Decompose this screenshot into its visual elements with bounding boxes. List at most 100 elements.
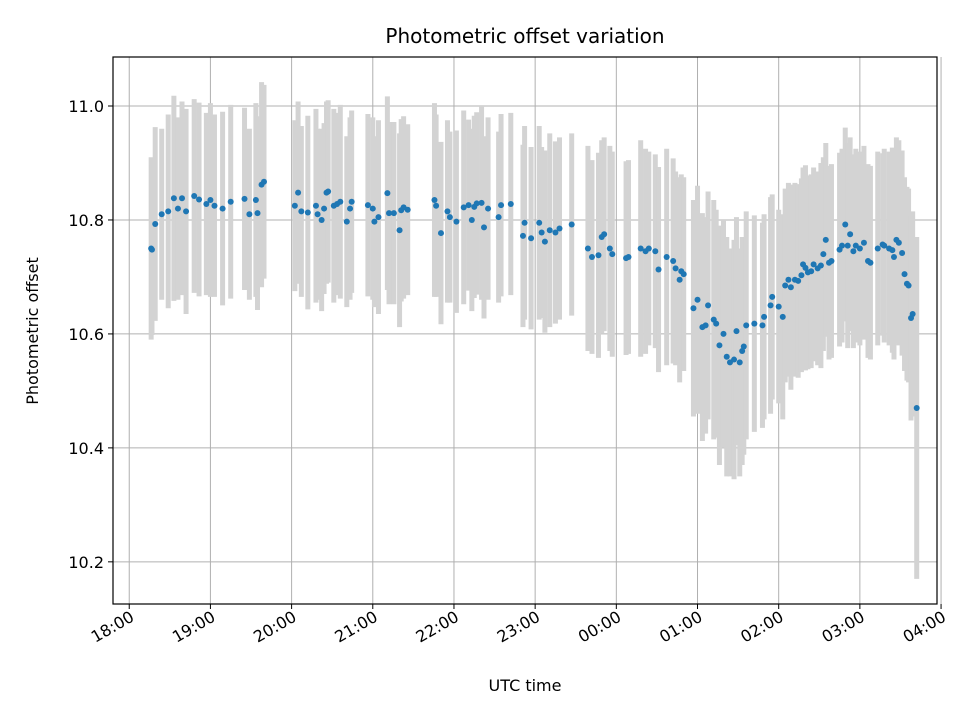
data-point: [817, 262, 824, 269]
data-point: [899, 250, 906, 257]
data-point: [844, 242, 851, 249]
data-point: [384, 190, 391, 197]
data-point: [808, 268, 815, 275]
data-point: [759, 322, 766, 329]
data-points: [148, 178, 920, 411]
y-axis-label: Photometric offset: [23, 257, 42, 405]
data-point: [720, 330, 727, 337]
y-tick-label: 11.0: [68, 97, 104, 116]
data-point: [375, 214, 382, 221]
data-point: [207, 197, 214, 204]
data-point: [211, 202, 218, 209]
data-point: [254, 210, 261, 217]
data-point: [538, 229, 545, 236]
data-point: [246, 211, 253, 218]
data-point: [850, 248, 857, 255]
data-point: [874, 245, 881, 252]
data-point: [609, 251, 616, 258]
data-point: [337, 198, 344, 205]
data-point: [881, 242, 888, 249]
data-point: [856, 245, 863, 252]
y-tick-label: 10.4: [68, 439, 104, 458]
data-point: [645, 245, 652, 252]
data-point: [909, 310, 916, 317]
data-point: [702, 322, 709, 329]
data-point: [606, 245, 613, 252]
y-tick-label: 10.2: [68, 553, 104, 572]
data-point: [779, 313, 786, 320]
data-point: [541, 238, 548, 245]
data-point: [901, 271, 908, 278]
data-point: [601, 231, 608, 238]
y-axis: 10.2 10.4 10.6 10.8 11.0: [68, 97, 113, 572]
data-point: [404, 206, 411, 213]
data-point: [842, 221, 849, 228]
data-point: [731, 356, 738, 363]
data-point: [782, 282, 789, 289]
data-point: [913, 404, 920, 411]
data-point: [584, 245, 591, 252]
data-point: [761, 313, 768, 320]
data-point: [386, 210, 393, 217]
x-axis-label: UTC time: [489, 676, 562, 695]
data-point: [733, 328, 740, 335]
data-point: [158, 211, 165, 218]
data-point: [568, 221, 575, 228]
data-point: [705, 302, 712, 309]
data-point: [314, 211, 321, 218]
data-point: [468, 216, 475, 223]
data-point: [203, 201, 210, 208]
data-point: [810, 261, 817, 268]
data-point: [652, 248, 659, 255]
data-point: [291, 202, 298, 209]
data-point: [690, 305, 697, 312]
data-point: [170, 195, 177, 202]
data-point: [444, 208, 451, 215]
data-point: [165, 208, 172, 215]
data-point: [743, 322, 750, 329]
data-point: [802, 264, 809, 271]
data-point: [371, 218, 378, 225]
data-point: [751, 320, 758, 327]
data-point: [637, 245, 644, 252]
data-point: [312, 202, 319, 209]
data-point: [390, 210, 397, 217]
data-point: [795, 277, 802, 284]
data-point: [396, 227, 403, 234]
data-point: [298, 208, 305, 215]
data-point: [304, 209, 311, 216]
data-point: [769, 293, 776, 300]
data-point: [219, 205, 226, 212]
data-point: [822, 236, 829, 243]
data-point: [736, 359, 743, 366]
data-point: [321, 205, 328, 212]
data-point: [552, 229, 559, 236]
y-tick-label: 10.6: [68, 325, 104, 344]
data-point: [183, 208, 190, 215]
data-point: [895, 239, 902, 246]
data-point: [672, 265, 679, 272]
data-point: [179, 195, 186, 202]
data-point: [152, 220, 159, 227]
chart-title: Photometric offset variation: [385, 24, 664, 48]
data-point: [798, 272, 805, 279]
data-point: [680, 271, 687, 278]
data-point: [694, 296, 701, 303]
data-point: [890, 253, 897, 260]
data-point: [507, 201, 514, 208]
data-point: [481, 224, 488, 231]
data-point: [437, 230, 444, 237]
y-tick-label: 10.8: [68, 211, 104, 230]
data-point: [191, 193, 198, 200]
data-point: [431, 197, 438, 204]
data-point: [521, 219, 528, 226]
data-point: [433, 202, 440, 209]
data-point: [828, 257, 835, 264]
data-point: [446, 214, 453, 221]
data-point: [325, 188, 332, 195]
plot-frame: [112, 56, 938, 605]
data-point: [369, 205, 376, 212]
data-point: [663, 253, 670, 260]
data-point: [595, 252, 602, 259]
